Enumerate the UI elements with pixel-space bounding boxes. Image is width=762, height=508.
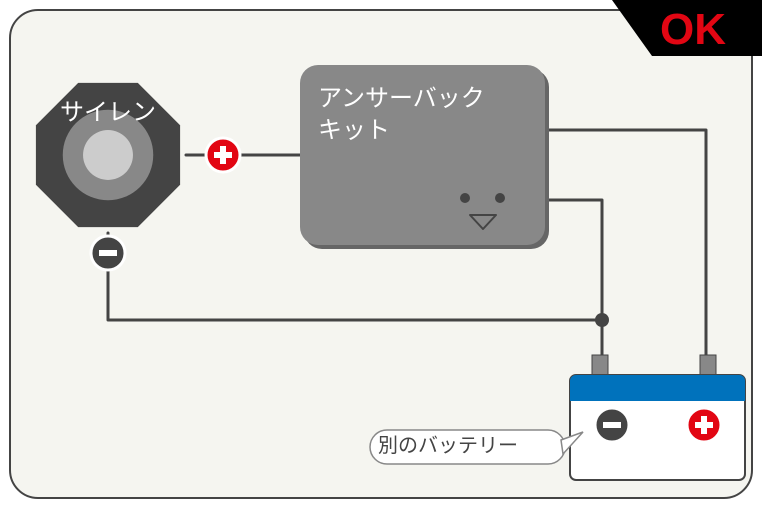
battery-terminal-0 xyxy=(592,355,608,377)
battery-minus-icon-bar xyxy=(603,422,621,428)
siren-center xyxy=(83,130,133,180)
siren-label: サイレン xyxy=(60,99,156,126)
battery-top2 xyxy=(570,389,745,401)
battery-terminal-1 xyxy=(700,355,716,377)
battery-caption: 別のバッテリー xyxy=(378,434,518,457)
siren-minus-icon-bar xyxy=(99,250,117,256)
diagram-canvas: OK サイレン アンサーバックキット別のバッテリー xyxy=(0,0,762,508)
kit-face-eye xyxy=(460,193,470,203)
siren-plus-icon-v xyxy=(220,146,226,164)
ok-badge-text: OK xyxy=(660,5,726,54)
battery-plus-icon-v xyxy=(701,416,707,434)
kit-face-eye xyxy=(495,193,505,203)
kit-label-0: アンサーバック xyxy=(318,85,485,112)
kit-label-1: キット xyxy=(318,117,390,144)
wire-junction-0 xyxy=(595,313,609,327)
